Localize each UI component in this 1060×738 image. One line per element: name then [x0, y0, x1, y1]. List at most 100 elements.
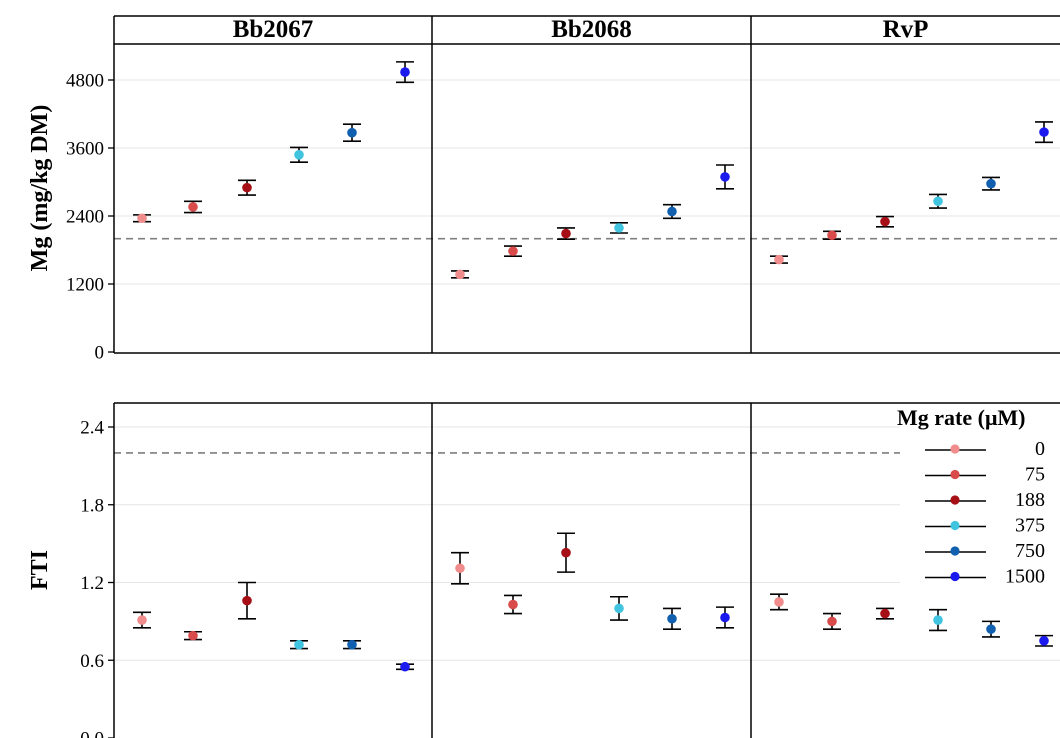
data-point	[455, 269, 465, 280]
legend-label: 750	[1015, 540, 1045, 562]
data-point	[1039, 636, 1049, 646]
y-axis-label: Mg (mg/kg DM)	[27, 105, 53, 272]
legend-key-point	[950, 469, 960, 480]
data-point	[933, 615, 943, 625]
data-point-group	[770, 254, 788, 265]
data-point-group	[823, 230, 841, 241]
data-point-group	[238, 581, 256, 620]
data-point	[774, 597, 784, 607]
data-point	[242, 595, 252, 606]
data-point-group	[504, 594, 522, 615]
data-point-group	[343, 639, 361, 650]
y-tick-label: 2.4	[80, 418, 104, 439]
legend-label: 75	[1025, 464, 1045, 486]
data-point-group	[982, 176, 1000, 191]
y-tick-label: 0	[95, 343, 105, 364]
data-point-group	[876, 607, 894, 620]
data-point-group	[504, 245, 522, 258]
data-point-group	[610, 595, 628, 621]
data-point-group	[451, 269, 469, 280]
y-axis-label: FTI	[27, 550, 53, 590]
data-point-group	[184, 630, 202, 641]
legend: Mg rate (μM) 0 75 188 375 750 1500	[897, 404, 1060, 590]
data-point-group	[982, 620, 1000, 638]
data-point-group	[876, 215, 894, 228]
data-point	[188, 202, 198, 212]
legend-label: 1500	[1005, 566, 1045, 588]
data-point	[242, 182, 252, 193]
data-point	[667, 613, 677, 624]
data-point	[561, 228, 571, 239]
y-tick-label: 0.0	[80, 729, 104, 738]
data-point-group	[290, 146, 308, 163]
legend-label: 375	[1015, 515, 1045, 537]
data-point	[188, 630, 198, 641]
data-point-group	[663, 607, 681, 630]
data-point-group	[451, 551, 469, 585]
data-point	[880, 608, 890, 619]
data-point	[774, 254, 784, 265]
data-point-group	[396, 661, 414, 672]
data-point-group	[1035, 634, 1053, 647]
data-point-group	[929, 193, 947, 209]
data-point-group	[133, 213, 151, 224]
data-point-group	[238, 179, 256, 196]
data-point	[933, 196, 943, 207]
data-point-group	[716, 164, 734, 190]
data-point	[720, 172, 730, 182]
y-tick-label: 1.8	[80, 495, 104, 516]
data-point-group	[929, 608, 947, 632]
data-point-group	[610, 222, 628, 234]
data-point-group	[823, 612, 841, 630]
legend-key-point	[950, 444, 960, 454]
data-point	[614, 223, 624, 233]
y-tick-label: 0.6	[80, 651, 104, 672]
y-tick-label: 3600	[66, 139, 104, 160]
data-point	[986, 178, 996, 189]
data-point-group	[770, 593, 788, 611]
data-point	[400, 67, 410, 77]
data-point	[347, 639, 357, 650]
data-point-group	[663, 203, 681, 220]
legend-key-point	[950, 520, 960, 531]
data-point	[720, 612, 730, 623]
legend-key-point	[950, 546, 960, 556]
data-point	[294, 639, 304, 650]
legend-title: Mg rate (μM)	[897, 405, 1026, 430]
legend-background	[900, 404, 1060, 590]
y-tick-label: 1.2	[80, 573, 104, 594]
data-point-group	[184, 200, 202, 214]
data-point	[455, 563, 465, 574]
data-point-group	[343, 123, 361, 142]
data-point-group	[290, 639, 308, 650]
legend-label: 0	[1035, 438, 1045, 460]
data-point	[294, 150, 304, 160]
data-point-group	[396, 61, 414, 84]
y-tick-label: 2400	[66, 207, 104, 228]
data-point-group	[1035, 121, 1053, 144]
data-point-group	[557, 227, 575, 241]
data-point-group	[133, 611, 151, 629]
data-point	[986, 624, 996, 634]
data-point	[400, 661, 410, 672]
facet-title: Bb2067	[233, 16, 314, 43]
data-point	[137, 213, 147, 224]
legend-label: 188	[1015, 489, 1045, 511]
data-point	[827, 230, 837, 241]
data-point	[347, 127, 357, 138]
facet-title: RvP	[883, 16, 929, 43]
legend-key-point	[950, 571, 960, 582]
data-point	[508, 246, 518, 256]
legend-key-point	[950, 495, 960, 505]
data-point	[880, 216, 890, 227]
data-point	[1039, 127, 1049, 137]
data-point	[827, 616, 837, 627]
facet-title: Bb2068	[551, 16, 632, 43]
data-point	[508, 599, 518, 610]
data-point	[561, 547, 571, 558]
data-point-group	[716, 606, 734, 629]
data-point	[667, 206, 677, 217]
y-tick-label: 4800	[66, 71, 104, 92]
data-point	[137, 615, 147, 625]
